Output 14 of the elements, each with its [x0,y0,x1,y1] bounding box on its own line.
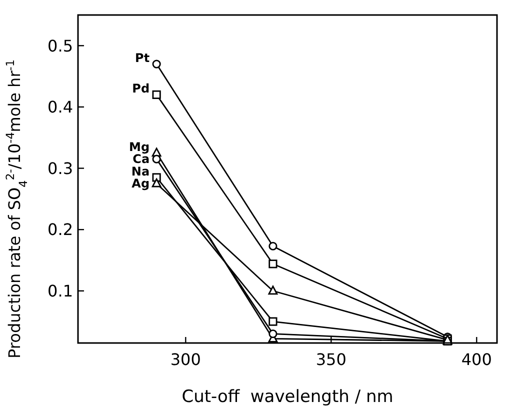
series-label: Pd [132,82,150,96]
x-tick-label: 350 [316,350,346,369]
x-tick-label: 300 [170,350,201,369]
series-label: Na [131,164,150,178]
series-label: Mg [129,140,150,154]
y-tick-label: 0.2 [48,220,73,240]
series-label: Ag [132,176,150,190]
x-axis-title: Cut-off wavelength / nm [182,387,394,407]
x-tick-label: 400 [461,350,492,369]
y-tick-label: 0.1 [48,281,73,300]
y-tick-label: 0.3 [48,158,73,178]
series-label: Pt [135,51,150,66]
y-tick-label: 0.5 [48,36,73,56]
y-tick-label: 0.4 [48,98,73,117]
